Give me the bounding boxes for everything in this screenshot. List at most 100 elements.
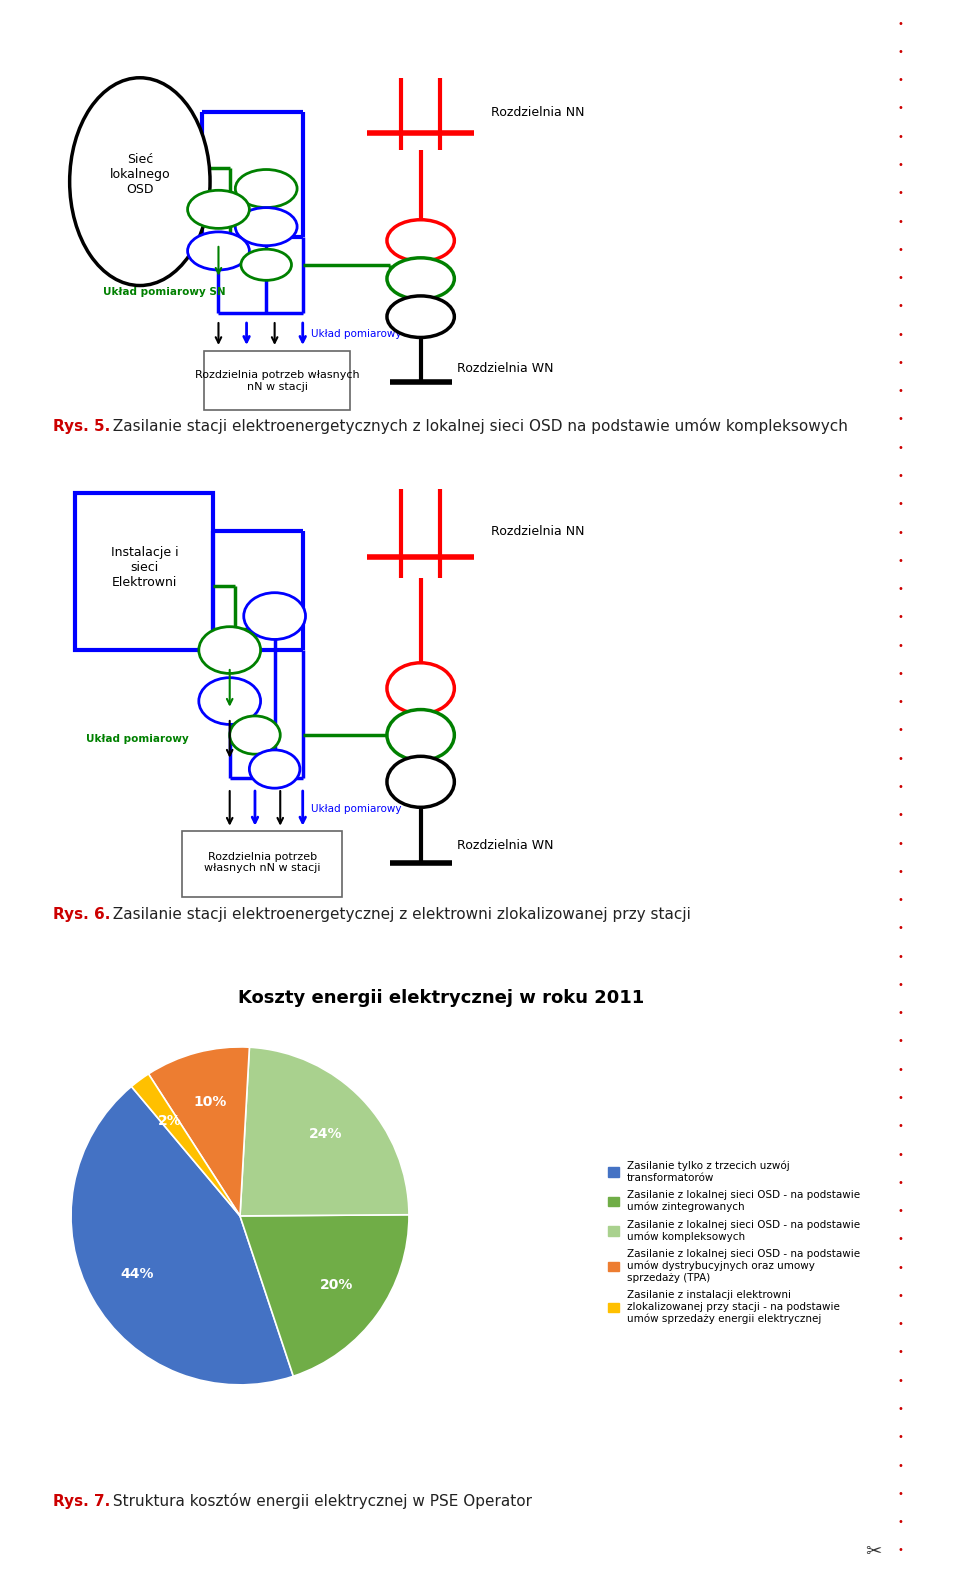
Text: •: • xyxy=(898,641,903,650)
Text: •: • xyxy=(898,471,903,482)
Text: 2%: 2% xyxy=(158,1114,181,1127)
Bar xyxy=(182,831,342,897)
Text: •: • xyxy=(898,527,903,538)
Bar xyxy=(75,493,213,650)
Circle shape xyxy=(241,249,292,280)
Text: •: • xyxy=(898,1404,903,1413)
Text: •: • xyxy=(898,1149,903,1160)
Text: •: • xyxy=(898,76,903,85)
Text: •: • xyxy=(898,697,903,707)
Circle shape xyxy=(387,220,454,261)
Text: •: • xyxy=(898,132,903,142)
Text: •: • xyxy=(898,161,903,170)
Text: •: • xyxy=(898,896,903,905)
Text: Sieć
lokalnego
OSD: Sieć lokalnego OSD xyxy=(109,153,170,197)
Text: •: • xyxy=(898,357,903,368)
Text: •: • xyxy=(898,924,903,933)
Circle shape xyxy=(244,593,305,639)
Text: •: • xyxy=(898,1262,903,1273)
Text: Zasilanie stacji elektroenergetycznej z elektrowni zlokalizowanej przy stacji: Zasilanie stacji elektroenergetycznej z … xyxy=(108,907,691,922)
Text: •: • xyxy=(898,669,903,678)
Wedge shape xyxy=(240,1047,409,1215)
Text: •: • xyxy=(898,329,903,340)
Text: •: • xyxy=(898,782,903,792)
Text: •: • xyxy=(898,1036,903,1047)
Text: Instalacje i
sieci
Elektrowni: Instalacje i sieci Elektrowni xyxy=(110,546,179,589)
Text: Rozdzielnia NN: Rozdzielnia NN xyxy=(491,524,585,538)
Text: •: • xyxy=(898,584,903,593)
Text: •: • xyxy=(898,867,903,877)
Text: •: • xyxy=(898,1206,903,1217)
Text: Rozdzielnia NN: Rozdzielnia NN xyxy=(491,105,585,120)
Text: •: • xyxy=(898,1517,903,1527)
Text: •: • xyxy=(898,726,903,735)
Text: •: • xyxy=(898,1234,903,1245)
Text: •: • xyxy=(898,556,903,565)
Text: Rozdzielnia WN: Rozdzielnia WN xyxy=(457,362,554,375)
Text: Koszty energii elektrycznej w roku 2011: Koszty energii elektrycznej w roku 2011 xyxy=(238,988,644,1007)
Text: •: • xyxy=(898,839,903,848)
Text: •: • xyxy=(898,189,903,198)
Text: •: • xyxy=(898,811,903,820)
Text: •: • xyxy=(898,1546,903,1555)
Text: 10%: 10% xyxy=(193,1094,227,1108)
Wedge shape xyxy=(71,1086,294,1385)
Legend: Zasilanie tylko z trzecich uzwój
transformatorów, Zasilanie z lokalnej sieci OSD: Zasilanie tylko z trzecich uzwój transfo… xyxy=(604,1157,864,1328)
Text: •: • xyxy=(898,612,903,622)
Text: •: • xyxy=(898,981,903,990)
Circle shape xyxy=(235,170,297,208)
Text: •: • xyxy=(898,442,903,453)
Text: Rys. 5.: Rys. 5. xyxy=(53,419,110,434)
Bar xyxy=(204,351,350,411)
Circle shape xyxy=(199,678,260,724)
Text: •: • xyxy=(898,1092,903,1103)
Circle shape xyxy=(187,190,250,228)
Text: •: • xyxy=(898,1347,903,1357)
Circle shape xyxy=(387,710,454,760)
Circle shape xyxy=(229,716,280,754)
Circle shape xyxy=(387,663,454,713)
Text: •: • xyxy=(898,272,903,283)
Text: •: • xyxy=(898,19,903,28)
Wedge shape xyxy=(240,1215,409,1376)
Text: •: • xyxy=(898,414,903,425)
Text: Rozdzielnia potrzeb własnych
nN w stacji: Rozdzielnia potrzeb własnych nN w stacji xyxy=(195,370,360,392)
Text: Układ pomiarowy: Układ pomiarowy xyxy=(86,735,189,745)
Text: Układ pomiarowy: Układ pomiarowy xyxy=(311,804,401,814)
Text: Rys. 6.: Rys. 6. xyxy=(53,907,110,922)
Text: 24%: 24% xyxy=(309,1127,343,1141)
Text: ✂: ✂ xyxy=(865,1543,882,1561)
Circle shape xyxy=(187,231,250,271)
Text: Struktura kosztów energii elektrycznej w PSE Operator: Struktura kosztów energii elektrycznej w… xyxy=(108,1494,533,1509)
Ellipse shape xyxy=(70,77,210,285)
Text: •: • xyxy=(898,499,903,510)
Text: •: • xyxy=(898,301,903,312)
Text: Rozdzielnia WN: Rozdzielnia WN xyxy=(457,839,554,852)
Circle shape xyxy=(199,626,260,674)
Circle shape xyxy=(235,208,297,246)
Text: •: • xyxy=(898,47,903,57)
Text: 44%: 44% xyxy=(120,1267,154,1281)
Text: •: • xyxy=(898,952,903,962)
Text: •: • xyxy=(898,217,903,227)
Text: •: • xyxy=(898,1177,903,1188)
Text: •: • xyxy=(898,1064,903,1075)
Circle shape xyxy=(387,258,454,299)
Text: •: • xyxy=(898,1319,903,1328)
Text: Układ pomiarowy nN: Układ pomiarowy nN xyxy=(311,329,420,338)
Wedge shape xyxy=(132,1073,240,1215)
Text: •: • xyxy=(898,1489,903,1498)
Text: •: • xyxy=(898,1432,903,1442)
Text: Zasilanie stacji elektroenergetycznych z lokalnej sieci OSD na podstawie umów ko: Zasilanie stacji elektroenergetycznych z… xyxy=(108,419,849,434)
Text: Układ pomiarowy SN: Układ pomiarowy SN xyxy=(104,288,226,297)
Circle shape xyxy=(250,749,300,789)
Text: •: • xyxy=(898,1291,903,1302)
Text: •: • xyxy=(898,1376,903,1385)
Wedge shape xyxy=(149,1047,250,1215)
Text: Rys. 7.: Rys. 7. xyxy=(53,1494,110,1509)
Circle shape xyxy=(387,296,454,337)
Text: 20%: 20% xyxy=(320,1278,353,1292)
Text: •: • xyxy=(898,1009,903,1018)
Text: •: • xyxy=(898,386,903,397)
Text: •: • xyxy=(898,1121,903,1132)
